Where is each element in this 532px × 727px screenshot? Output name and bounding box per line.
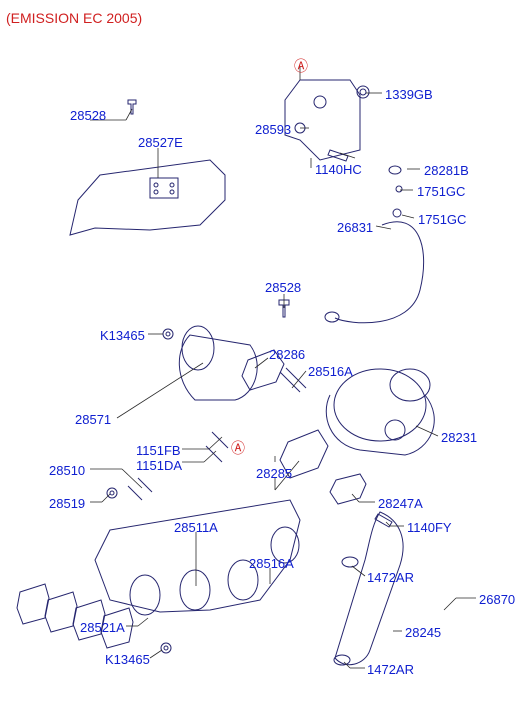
part-label-28571[interactable]: 28571 [75, 412, 111, 427]
part-label-1140HC[interactable]: 1140HC [315, 162, 362, 177]
part-label-1339GB[interactable]: 1339GB [385, 87, 433, 102]
part-label-26831[interactable]: 26831 [337, 220, 373, 235]
part-label-28247A[interactable]: 28247A [378, 496, 423, 511]
part-label-1472ARb[interactable]: 1472AR [367, 662, 414, 677]
part-label-28281B[interactable]: 28281B [424, 163, 469, 178]
part-label-28519[interactable]: 28519 [49, 496, 85, 511]
part-label-28286[interactable]: 28286 [269, 347, 305, 362]
diagram-title: (EMISSION EC 2005) [6, 10, 142, 26]
part-label-28527E[interactable]: 28527E [138, 135, 183, 150]
part-label-28231[interactable]: 28231 [441, 430, 477, 445]
part-label-28528b[interactable]: 28528 [265, 280, 301, 295]
part-label-1472ARa[interactable]: 1472AR [367, 570, 414, 585]
part-label-1751GCa[interactable]: 1751GC [417, 184, 465, 199]
part-label-1151DA[interactable]: 1151DA [136, 458, 182, 473]
part-label-28593[interactable]: 28593 [255, 122, 291, 137]
part-label-28285[interactable]: 28285 [256, 466, 292, 481]
part-label-1140FY[interactable]: 1140FY [407, 520, 452, 535]
part-label-28511A[interactable]: 28511A [174, 520, 218, 535]
assembly-marker: Ⓐ [231, 438, 245, 458]
part-label-28516Aa[interactable]: 28516A [308, 364, 353, 379]
assembly-marker: Ⓐ [294, 56, 308, 76]
part-label-28521A[interactable]: 28521A [80, 620, 125, 635]
part-label-1751GCb[interactable]: 1751GC [418, 212, 466, 227]
part-label-26870[interactable]: 26870 [479, 592, 515, 607]
part-label-K13465a[interactable]: K13465 [100, 328, 145, 343]
part-label-28510[interactable]: 28510 [49, 463, 85, 478]
part-label-28528a[interactable]: 28528 [70, 108, 106, 123]
part-label-28516Ab[interactable]: 28516A [249, 556, 294, 571]
part-label-K13465b[interactable]: K13465 [105, 652, 150, 667]
part-label-1151FB[interactable]: 1151FB [136, 443, 181, 458]
part-label-28245[interactable]: 28245 [405, 625, 441, 640]
